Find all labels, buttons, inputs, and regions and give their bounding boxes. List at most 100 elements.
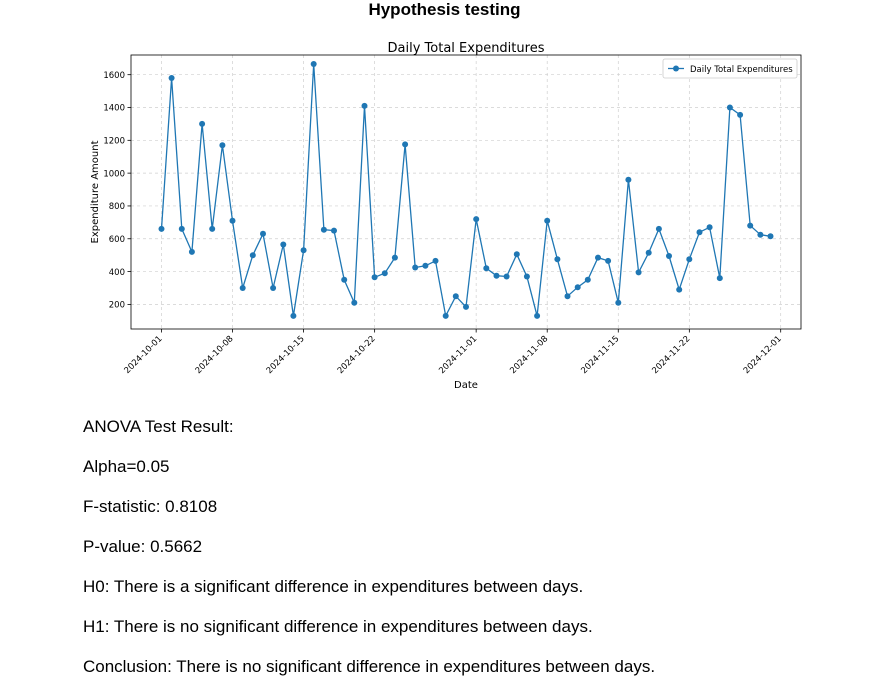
data-point	[676, 286, 683, 293]
y-axis-label: Expenditure Amount	[90, 140, 101, 243]
data-point	[584, 276, 591, 283]
data-point	[320, 226, 327, 233]
data-point	[331, 227, 337, 234]
f-statistic: F-statistic: 0.8108	[83, 497, 218, 516]
y-tick-label: 1600	[103, 71, 125, 81]
legend-marker	[673, 65, 679, 72]
x-axis-label: Date	[454, 380, 478, 391]
data-point	[361, 102, 368, 109]
y-axis: 200 400 600 800 1000 1200 1400 1600	[103, 71, 131, 311]
data-point	[260, 230, 266, 237]
data-point	[158, 225, 165, 232]
p-value: P-value: 0.5662	[83, 537, 203, 556]
y-tick-label: 800	[109, 202, 125, 212]
legend: Daily Total Expenditures	[662, 58, 798, 79]
data-point	[239, 285, 246, 291]
data-point	[757, 231, 764, 238]
data-point	[402, 141, 409, 148]
data-point	[666, 253, 672, 259]
results-heading: ANOVA Test Result:	[83, 417, 234, 436]
data-point	[391, 254, 398, 261]
data-point	[199, 120, 206, 127]
data-point	[310, 61, 317, 67]
data-point	[625, 176, 632, 183]
data-point	[737, 111, 744, 118]
data-point	[209, 225, 216, 232]
data-point	[747, 222, 754, 229]
chart-grid	[131, 55, 801, 329]
x-axis: 2024-10-01 2024-10-08 2024-10-15 2024-10-22…	[123, 329, 784, 376]
data-point	[523, 273, 530, 280]
anova-results: ANOVA Test Result: Alpha=0.05 F-statisti…	[83, 414, 873, 694]
data-point	[351, 299, 358, 306]
data-point	[442, 312, 449, 319]
plot-area-frame	[130, 54, 802, 330]
data-point	[280, 241, 287, 248]
x-tick-label: 2024-12-01	[742, 334, 784, 376]
data-point	[290, 312, 297, 319]
page-title: Hypothesis testing	[368, 0, 521, 19]
data-point	[270, 285, 277, 291]
data-point	[452, 293, 459, 300]
data-point	[554, 256, 561, 263]
x-tick-label: 2024-11-22	[650, 334, 692, 376]
data-point	[574, 284, 581, 291]
data-point	[229, 217, 236, 224]
data-point	[716, 275, 723, 282]
legend-label: Daily Total Expenditures	[690, 65, 793, 75]
x-tick-label: 2024-10-08	[194, 334, 236, 376]
null-hypothesis: H0: There is a significant difference in…	[83, 577, 584, 596]
y-tick-label: 1400	[103, 104, 125, 114]
data-point	[564, 293, 571, 300]
conclusion: Conclusion: There is no significant diff…	[83, 657, 656, 676]
data-point	[432, 257, 439, 264]
data-point	[188, 248, 195, 255]
alternative-hypothesis: H1: There is no significant difference i…	[83, 617, 593, 636]
data-point	[422, 262, 429, 269]
data-point	[473, 216, 480, 223]
data-point	[493, 272, 500, 279]
data-point	[371, 274, 378, 281]
data-point	[635, 269, 642, 276]
series-line	[160, 63, 771, 318]
x-tick-label: 2024-10-15	[265, 334, 307, 376]
data-point	[503, 273, 510, 280]
x-tick-label: 2024-10-01	[123, 334, 165, 376]
data-point	[168, 75, 175, 81]
data-point	[249, 252, 256, 259]
data-point	[605, 257, 612, 264]
y-tick-label: 1000	[103, 169, 125, 179]
data-point	[767, 233, 774, 240]
legend-box	[662, 58, 798, 79]
data-point	[534, 312, 541, 319]
data-point	[655, 225, 662, 232]
data-point	[645, 249, 652, 256]
data-point	[544, 217, 551, 224]
data-point	[219, 142, 226, 149]
data-point	[696, 229, 703, 236]
data-point	[595, 254, 601, 261]
x-tick-label: 2024-11-01	[437, 334, 479, 376]
y-tick-label: 200	[109, 301, 125, 311]
data-point	[686, 256, 693, 263]
y-tick-label: 600	[109, 235, 125, 245]
data-point	[513, 251, 520, 258]
x-tick-label: 2024-11-08	[508, 334, 550, 376]
x-tick-label: 2024-11-15	[579, 334, 621, 376]
y-tick-label: 400	[109, 268, 125, 278]
data-point	[615, 299, 622, 306]
data-point	[483, 265, 490, 272]
chart-title: Daily Total Expenditures	[388, 41, 545, 56]
data-point	[341, 276, 348, 283]
data-point	[726, 104, 733, 111]
data-point	[463, 303, 469, 310]
series-daily-total-expenditures	[158, 61, 774, 319]
data-point	[178, 225, 185, 232]
alpha-value: Alpha=0.05	[83, 457, 170, 476]
x-tick-label: 2024-10-22	[336, 334, 378, 376]
data-point	[381, 270, 388, 277]
data-point	[300, 247, 307, 254]
line-chart: Daily Total Expenditures 200 400 600 800 100…	[90, 41, 802, 391]
data-point	[412, 264, 419, 271]
data-point	[706, 224, 713, 231]
